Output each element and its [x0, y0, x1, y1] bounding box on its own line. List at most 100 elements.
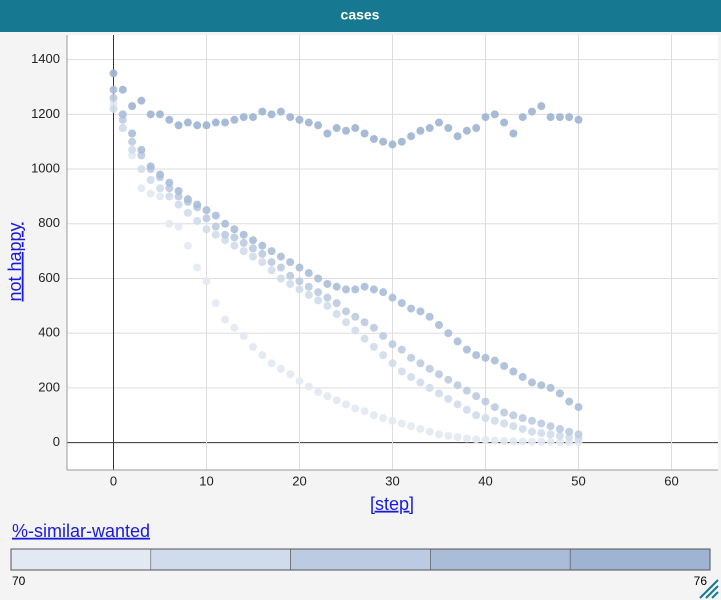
point — [342, 318, 350, 327]
point — [462, 386, 471, 395]
point — [332, 282, 341, 291]
point — [202, 277, 211, 286]
point — [388, 359, 397, 368]
point — [174, 200, 183, 209]
point — [230, 241, 239, 250]
point — [221, 230, 230, 239]
point — [444, 431, 453, 440]
point — [435, 118, 443, 127]
point — [183, 118, 192, 127]
point — [239, 247, 248, 256]
point — [397, 345, 406, 354]
point — [425, 427, 434, 436]
point — [379, 351, 388, 360]
point — [416, 359, 425, 368]
y-axis-label[interactable]: not happy — [5, 222, 25, 301]
point — [230, 225, 239, 234]
point — [416, 126, 425, 135]
point — [211, 230, 220, 239]
point — [481, 414, 490, 423]
point — [565, 427, 574, 436]
point — [546, 113, 555, 122]
legend-swatch — [430, 548, 571, 571]
point — [518, 424, 527, 433]
point — [407, 353, 416, 362]
point — [435, 321, 443, 329]
point — [118, 115, 127, 124]
point — [174, 192, 183, 201]
point — [546, 422, 555, 431]
point — [323, 392, 332, 401]
point — [500, 118, 509, 127]
point — [490, 403, 499, 412]
point — [249, 252, 257, 261]
point — [481, 435, 490, 444]
point — [286, 370, 295, 379]
point — [369, 134, 378, 143]
point — [221, 219, 230, 228]
point — [472, 351, 481, 360]
point — [435, 430, 443, 439]
point — [574, 430, 583, 439]
x-tick-label: 30 — [385, 473, 399, 488]
point — [360, 282, 369, 291]
point — [323, 279, 332, 288]
point — [165, 184, 174, 193]
point — [453, 337, 462, 346]
x-axis-label[interactable]: [step] — [370, 494, 414, 514]
point — [537, 381, 546, 390]
point — [137, 184, 146, 193]
y-tick-label: 1400 — [31, 51, 60, 66]
point — [416, 378, 425, 387]
point — [314, 274, 323, 283]
point — [128, 129, 137, 138]
x-tick-label: 0 — [110, 473, 117, 488]
title-bar[interactable] — [0, 0, 721, 32]
point — [360, 318, 369, 327]
y-tick-label: 0 — [53, 434, 60, 449]
point — [295, 285, 304, 294]
point — [314, 296, 323, 305]
point — [323, 293, 332, 302]
point — [286, 258, 295, 267]
point — [342, 307, 350, 316]
point — [323, 301, 332, 310]
point — [565, 397, 574, 406]
point — [509, 422, 518, 431]
point — [221, 118, 230, 127]
point — [230, 323, 239, 332]
point — [518, 414, 527, 423]
point — [211, 222, 220, 231]
point — [351, 312, 360, 321]
point — [453, 132, 462, 141]
point — [156, 192, 164, 201]
point — [490, 110, 499, 119]
point — [183, 241, 192, 250]
point — [156, 184, 164, 193]
point — [267, 258, 276, 267]
point — [295, 115, 304, 124]
resize-handle[interactable] — [699, 579, 719, 599]
point — [202, 206, 211, 215]
legend-max: 76 — [694, 574, 708, 588]
legend-frame — [10, 548, 711, 571]
point — [379, 137, 388, 146]
point — [304, 382, 313, 391]
point — [360, 129, 369, 138]
point — [258, 258, 267, 267]
point — [351, 404, 360, 413]
legend-title[interactable]: %-similar-wanted — [12, 521, 150, 541]
point — [425, 364, 434, 373]
point — [528, 437, 536, 446]
point — [351, 124, 360, 133]
point — [444, 124, 453, 133]
point — [435, 370, 443, 379]
point — [425, 312, 434, 321]
point — [286, 279, 295, 288]
point — [267, 266, 276, 275]
point — [156, 110, 164, 119]
point — [211, 299, 220, 308]
point — [230, 233, 239, 242]
point — [555, 113, 564, 122]
point — [546, 438, 555, 447]
